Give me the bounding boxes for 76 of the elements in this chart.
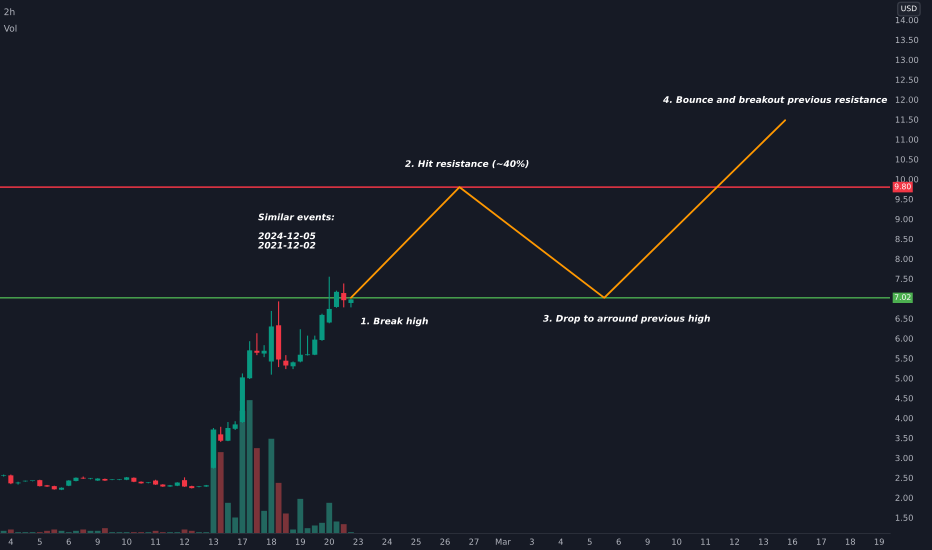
y-tick-label: 8.50 [895,236,913,242]
x-tick-label: 13 [209,538,218,545]
x-tick-label: 27 [469,538,479,545]
x-tick-label: 9 [96,538,100,545]
x-tick-label: 6 [66,538,71,545]
y-tick-label: 4.00 [895,415,913,422]
bar [254,448,260,534]
x-tick-label: 10 [672,538,682,545]
x-tick-label: 18 [846,538,855,545]
y-tick-label: 1.50 [896,514,913,521]
x-tick-label: 19 [296,538,306,545]
y-tick-label: 6.50 [896,315,913,322]
y-tick-label: 12.50 [896,76,918,83]
y-tick-label: 8.00 [895,256,913,262]
candlestick [182,476,188,488]
y-tick-label: 13.00 [896,56,918,64]
x-tick-label: 10 [122,538,132,545]
y-tick-label: 6.00 [896,335,913,342]
y-tick-label: 7.50 [896,276,913,282]
y-tick-label: 12.00 [896,96,918,103]
annotation: 1. Break high [360,317,428,326]
x-tick-label: 18 [266,538,276,545]
bar [340,524,347,534]
y-tick-label: 4.50 [895,395,913,402]
candlestick [298,328,303,363]
x-tick-label: 12 [180,538,189,545]
bar [102,528,108,534]
y-tick-label: 11.00 [896,136,918,143]
y-tick-label: 14.00 [896,16,918,24]
candlestick [341,282,346,308]
candlestick [326,276,332,324]
x-tick-label: 11 [701,538,710,545]
x-tick-label: 11 [151,538,160,545]
x-tick-label: 3 [530,538,534,545]
x-tick-label: 6 [616,538,621,545]
x-tick-label: 20 [324,538,334,545]
x-tick-label: 19 [874,538,884,545]
y-tick-label: 9.00 [895,216,913,222]
x-tick-label: 13 [759,538,768,545]
y-tick-label: 3.50 [896,434,913,442]
y-tick-label: 9.50 [895,196,913,202]
annotation: 2. Hit resistance (~40%) [405,160,528,168]
y-tick-label: 11.50 [896,116,918,123]
candlestick [8,474,14,485]
x-tick-label: 26 [440,538,450,545]
x-tick-label: 16 [788,538,798,545]
y-tick-label: 2.50 [896,474,913,482]
y-tick-label: 5.50 [896,355,913,362]
x-tick-label: 24 [382,538,392,545]
candlestick [225,421,230,442]
x-tick-label: 4 [8,538,14,545]
candlestick [312,335,318,356]
x-tick-label: 23 [354,538,363,545]
x-tick-label: 25 [411,538,421,545]
x-tick-label: 17 [816,538,826,545]
x-tick-label: 4 [558,538,563,545]
text: Similar events: 2024-12-05 2021-12-02 [258,213,334,249]
candlestick [218,426,224,442]
bar [218,452,224,534]
candlestick [334,290,340,308]
y-tick-label: 3.00 [896,454,913,462]
y-tick-label: 2.00 [896,494,913,501]
y-tick-label: 13.50 [896,36,918,44]
x-tick-label: 5 [38,538,42,545]
y-tick-label: 5.00 [896,375,913,382]
x-tick-label: Mar [496,538,511,545]
y-tick-label: 10.50 [896,156,918,163]
x-tick-label: 12 [730,538,739,545]
chart-title: Vol [4,24,16,32]
x-tick-label: 9 [646,538,650,545]
text: 2h [4,8,14,16]
x-tick-label: 17 [238,538,248,545]
annotation: 4. Bounce and breakout previous resistance [663,96,888,105]
x-tick-label: 5 [588,538,592,545]
annotation: 3. Drop to arround previous high [542,314,710,324]
candlestick [283,354,288,370]
